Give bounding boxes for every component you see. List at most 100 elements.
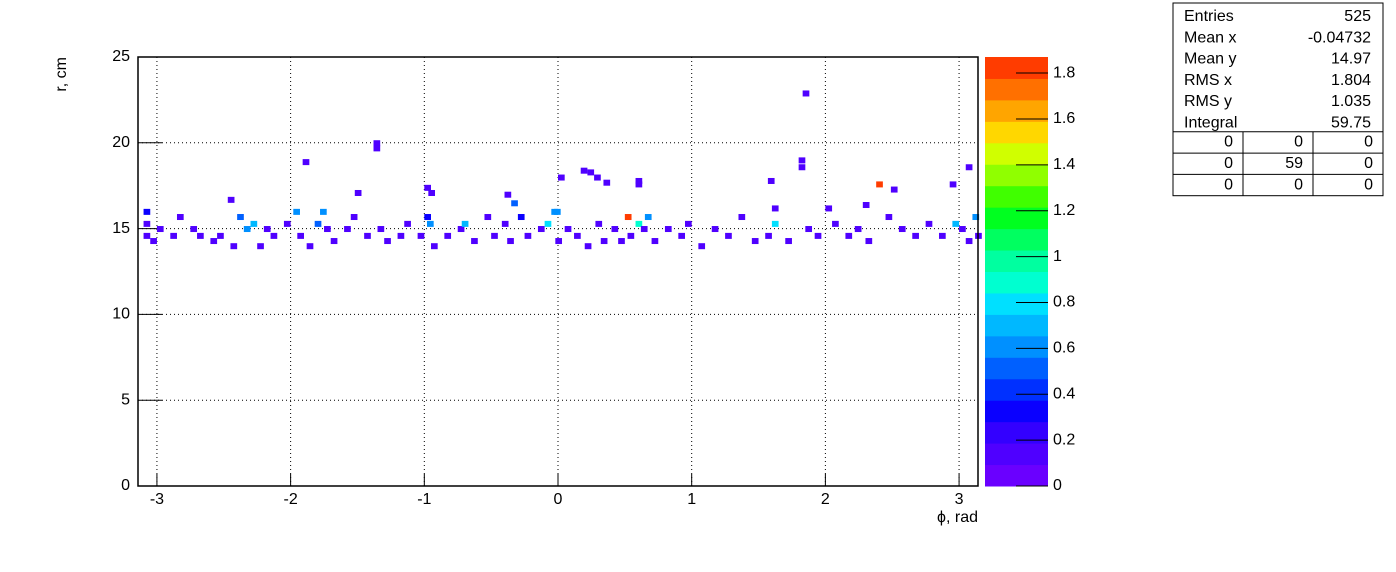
heatmap-cell	[176, 214, 184, 221]
plot-frame	[137, 56, 979, 487]
x-tick-label: 3	[955, 491, 964, 508]
heatmap-cell	[635, 220, 643, 227]
heatmap-cell	[350, 214, 358, 221]
stats-cell: 0	[1294, 176, 1303, 193]
heatmap-cell	[651, 238, 659, 245]
stats-value: 1.035	[1331, 93, 1371, 110]
palette-box	[985, 314, 1048, 337]
z-tick-label: 0.2	[1053, 431, 1075, 448]
x-tick-label: -3	[150, 491, 164, 508]
heatmap-cell	[854, 226, 862, 233]
heatmap-cell	[424, 214, 431, 221]
heatmap-cell	[143, 220, 151, 227]
heatmap-cell	[544, 220, 552, 227]
palette-box	[985, 142, 1048, 165]
heatmap-cell	[373, 145, 381, 152]
heatmap-cell	[143, 232, 151, 239]
palette-box	[985, 378, 1048, 401]
heatmap-cell	[618, 238, 625, 245]
heatmap-cell	[600, 238, 608, 245]
heatmap-cell	[627, 232, 635, 239]
heatmap-cell	[293, 208, 300, 215]
heatmap-cell	[444, 232, 452, 239]
heatmap-cell	[404, 220, 411, 227]
x-axis-label: ϕ, rad	[937, 509, 978, 526]
heatmap-cell	[156, 226, 164, 233]
heatmap-cell	[417, 232, 425, 239]
heatmap-cell	[564, 226, 572, 233]
stats-cell: 0	[1364, 134, 1373, 151]
heatmap-cell	[170, 232, 177, 239]
heatmap-cell	[771, 205, 779, 212]
heatmap-cell	[798, 164, 806, 171]
palette-box	[985, 121, 1048, 144]
stats-cell: 0	[1364, 176, 1373, 193]
stats-value: 525	[1344, 8, 1371, 25]
heatmap-cell	[698, 243, 706, 250]
heatmap-cell	[584, 243, 592, 250]
stats-value: 14.97	[1331, 51, 1371, 68]
heatmap-cell	[644, 214, 652, 221]
heatmap-cell	[504, 191, 512, 198]
heatmap-cell	[507, 238, 514, 245]
heatmap-cell	[302, 159, 310, 166]
heatmap-cell	[664, 226, 672, 233]
heatmap-cell	[832, 220, 839, 227]
heatmap-cell	[685, 220, 692, 227]
heatmap-cell	[952, 220, 960, 227]
heatmap-cell	[925, 220, 933, 227]
heatmap-cell	[384, 238, 391, 245]
heatmap-cell	[635, 177, 643, 184]
stats-cell: 0	[1364, 155, 1373, 172]
stats-label: Entries	[1184, 8, 1234, 25]
heatmap-cell	[798, 157, 806, 164]
palette-box	[985, 443, 1048, 466]
z-tick-label: 1.4	[1053, 156, 1075, 173]
palette-box	[985, 207, 1048, 230]
stats-label: Mean y	[1184, 51, 1236, 68]
stats-label: Mean x	[1184, 29, 1236, 46]
heatmap-cell	[738, 214, 746, 221]
heatmap-cell	[785, 238, 792, 245]
heatmap-cell	[802, 90, 810, 97]
z-tick-label: 1.2	[1053, 202, 1075, 219]
heatmap-cell	[678, 232, 686, 239]
palette-box	[985, 464, 1048, 487]
z-tick-label: 0	[1053, 477, 1062, 494]
heatmap-cell	[250, 220, 258, 227]
stats-box	[1172, 2, 1384, 197]
heatmap-cell	[876, 181, 883, 188]
heatmap-cell	[725, 232, 732, 239]
heatmap-cell	[555, 238, 563, 245]
heatmap-cell	[558, 174, 565, 181]
palette-box	[985, 421, 1048, 444]
heatmap-cell	[814, 232, 822, 239]
heatmap-cell	[635, 181, 643, 188]
heatmap-cell	[611, 226, 619, 233]
heatmap-cell	[424, 184, 431, 191]
heatmap-cell	[377, 226, 385, 233]
heatmap-cell	[553, 208, 561, 215]
heatmap-cell	[364, 232, 371, 239]
heatmap-cell	[457, 226, 465, 233]
heatmap-cell	[270, 232, 278, 239]
y-tick-label: 25	[112, 48, 130, 65]
palette-box	[985, 99, 1048, 122]
heatmap-cell	[898, 226, 906, 233]
heatmap-cell	[314, 220, 322, 227]
heatmap-cell	[324, 226, 331, 233]
heatmap-cell	[471, 238, 478, 245]
heatmap-cell	[595, 220, 603, 227]
stats-cell: 0	[1294, 134, 1303, 151]
heatmap-cell	[283, 220, 291, 227]
heatmap-cell	[949, 181, 957, 188]
y-axis-label: r, cm	[53, 57, 70, 92]
stats-value: 1.804	[1331, 72, 1371, 89]
heatmap-cell	[751, 238, 759, 245]
heatmap-cell	[320, 208, 327, 215]
heatmap-cell	[397, 232, 405, 239]
stats-label: RMS y	[1184, 93, 1232, 110]
heatmap-cell	[912, 232, 919, 239]
heatmap-cell	[537, 226, 545, 233]
heatmap-cell	[865, 238, 873, 245]
